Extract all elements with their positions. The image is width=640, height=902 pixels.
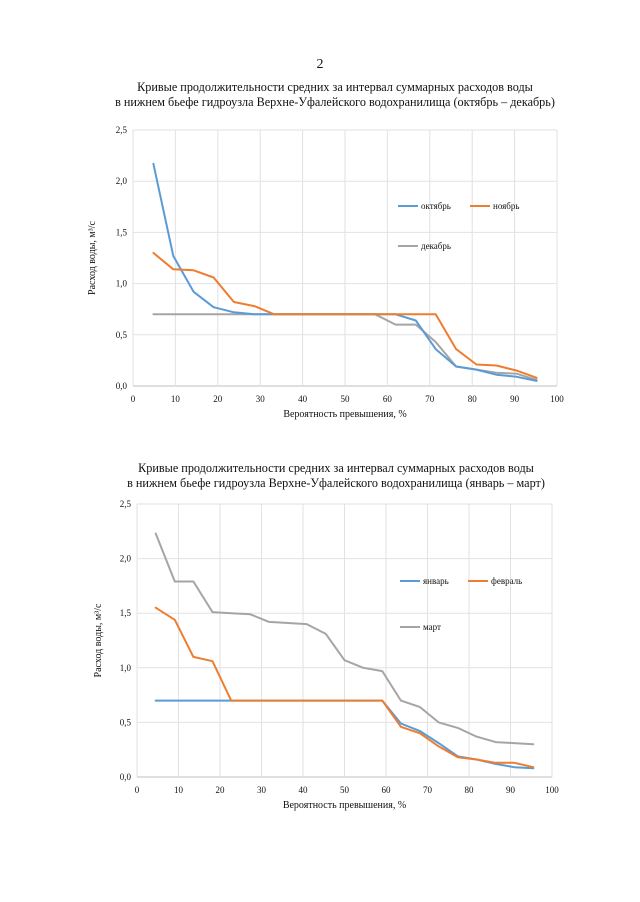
chart-1-xtick-label: 80 bbox=[468, 394, 478, 404]
chart-1-ytick-label: 0,0 bbox=[116, 381, 128, 391]
chart-2-xtick-label: 20 bbox=[216, 785, 226, 795]
chart-2-ytick-label: 1,5 bbox=[120, 608, 132, 618]
chart-1-xtick-label: 100 bbox=[550, 394, 564, 404]
chart-1-xtick-label: 20 bbox=[213, 394, 223, 404]
chart-2-xtick-label: 30 bbox=[257, 785, 267, 795]
chart-2-xtick-label: 0 bbox=[135, 785, 140, 795]
chart-2-x-axis-label: Вероятность превышения, % bbox=[283, 800, 406, 811]
chart-2-xtick-label: 70 bbox=[423, 785, 433, 795]
page-number: 2 bbox=[316, 57, 324, 72]
chart-2-legend-label-2: февраль bbox=[491, 576, 522, 586]
chart-1-xtick-label: 30 bbox=[256, 394, 266, 404]
chart-1-ytick-label: 2,5 bbox=[116, 125, 128, 135]
chart-1-legend-label-3: декабрь bbox=[421, 241, 451, 251]
chart-1-xtick-label: 50 bbox=[341, 394, 351, 404]
chart-2-xtick-label: 40 bbox=[299, 785, 309, 795]
chart-2-title: Кривые продолжительности средних за инте… bbox=[0, 461, 640, 491]
chart-2-series-2-line bbox=[154, 606, 535, 769]
chart-1-xtick-label: 70 bbox=[425, 394, 435, 404]
chart-2-legend-label-3: март bbox=[423, 622, 441, 632]
chart-1-ytick-label: 1,0 bbox=[116, 279, 128, 289]
chart-1-xtick-label: 90 bbox=[510, 394, 520, 404]
chart-2-series-3-line bbox=[154, 532, 535, 746]
chart-1-title-line-2: в нижнем бьефе гидроузла Верхне-Уфалейск… bbox=[115, 95, 555, 109]
chart-2-title-line-2: в нижнем бьефе гидроузла Верхне-Уфалейск… bbox=[127, 476, 545, 490]
chart-1-title-line-1: Кривые продолжительности средних за инте… bbox=[137, 80, 533, 94]
chart-1-series-2-line bbox=[152, 251, 538, 379]
chart-2-y-axis-label: Расход воды, м³/с bbox=[93, 603, 104, 678]
chart-1-legend-label-2: ноябрь bbox=[493, 201, 519, 211]
chart-2-legend-label-1: январь bbox=[423, 576, 449, 586]
chart-1-xtick-label: 60 bbox=[383, 394, 393, 404]
chart-1-legend-label-1: октябрь bbox=[421, 201, 451, 211]
chart-2-ytick-label: 2,0 bbox=[120, 554, 132, 564]
chart-1-ytick-label: 1,5 bbox=[116, 227, 128, 237]
chart-1-title: Кривые продолжительности средних за инте… bbox=[0, 80, 640, 110]
chart-1-xtick-label: 40 bbox=[298, 394, 308, 404]
chart-2-title-line-1: Кривые продолжительности средних за инте… bbox=[138, 461, 534, 475]
chart-1-xtick-label: 10 bbox=[171, 394, 181, 404]
chart-2-ytick-label: 2,5 bbox=[120, 499, 132, 509]
chart-2-xtick-label: 90 bbox=[506, 785, 516, 795]
chart-2-xtick-label: 100 bbox=[545, 785, 559, 795]
chart-1-x-axis-label: Вероятность превышения, % bbox=[283, 409, 406, 420]
chart-2-xtick-label: 60 bbox=[382, 785, 392, 795]
chart-2-ytick-label: 0,5 bbox=[120, 717, 132, 727]
chart-1-y-axis-label: Расход воды, м³/с bbox=[87, 220, 98, 295]
chart-2-ytick-label: 0,0 bbox=[120, 772, 132, 782]
chart-2-xtick-label: 50 bbox=[340, 785, 350, 795]
chart-1-ytick-label: 2,0 bbox=[116, 176, 128, 186]
chart-2-xtick-label: 10 bbox=[174, 785, 184, 795]
chart-1-ytick-label: 0,5 bbox=[116, 330, 128, 340]
chart-2-ytick-label: 1,0 bbox=[120, 663, 132, 673]
chart-2-xtick-label: 80 bbox=[465, 785, 475, 795]
chart-1-xtick-label: 0 bbox=[131, 394, 136, 404]
